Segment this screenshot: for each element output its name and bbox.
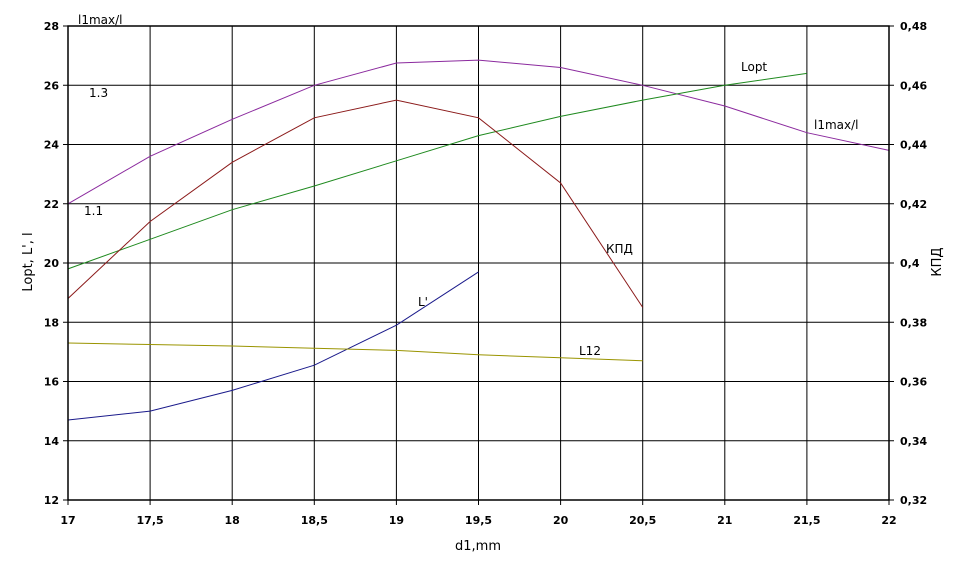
left-axis-marker-1-3: 1.3: [89, 86, 108, 100]
y-right-tick-label: 0,42: [900, 198, 927, 211]
x-tick-label: 19: [389, 514, 404, 527]
series-line-2: [67, 99, 644, 308]
series-label-kpd: КПД: [606, 242, 633, 256]
x-tick-label: 22: [881, 514, 896, 527]
top-left-label: l1max/l: [78, 13, 123, 27]
y-right-tick-label: 0,46: [900, 79, 927, 92]
x-tick-label: 18: [225, 514, 240, 527]
x-axis-title: d1,mm: [455, 539, 501, 554]
y-right-axis-title: КПД: [930, 247, 945, 276]
y-left-tick-label: 24: [44, 139, 60, 152]
x-tick-label: 21,5: [793, 514, 820, 527]
axes: 17 17,5 18 18,5 19 19,5 20 20,5 21 21,5 22 12 0,32 14…: [44, 20, 928, 527]
x-tick-label: 19,5: [465, 514, 492, 527]
y-right-tick-label: 0,48: [900, 20, 927, 33]
series-label-lopt: Lopt: [741, 60, 767, 74]
y-left-tick-label: 16: [44, 376, 60, 389]
y-left-tick-label: 20: [44, 257, 60, 270]
y-right-tick-label: 0,38: [900, 316, 927, 329]
x-tick-label: 18,5: [301, 514, 328, 527]
x-tick-label: 20: [553, 514, 569, 527]
y-right-tick-label: 0,44: [900, 139, 927, 152]
y-right-tick-label: 0,34: [900, 435, 927, 448]
plot-frame: [67, 25, 890, 501]
x-tick-label: 17: [60, 514, 75, 527]
labels: d1,mm Lopt, L', l КПД l1max/l 1.3 1.1 Lo…: [21, 13, 945, 554]
y-right-tick-label: 0,32: [900, 494, 927, 507]
y-left-tick-label: 12: [44, 494, 59, 507]
left-axis-marker-1-1: 1.1: [84, 204, 103, 218]
grid: [67, 25, 890, 501]
series-line-4: [67, 342, 643, 362]
y-right-tick-label: 0,4: [900, 257, 920, 270]
series-line-3: [67, 271, 479, 421]
series-line-0: [67, 59, 890, 205]
series-label-l1max: l1max/l: [814, 118, 859, 132]
y-right-tick-label: 0,36: [900, 376, 927, 389]
series-line-1: [67, 72, 807, 270]
y-left-tick-label: 28: [44, 20, 59, 33]
x-tick-label: 20,5: [629, 514, 656, 527]
y-left-tick-label: 14: [44, 435, 60, 448]
x-tick-label: 17,5: [137, 514, 164, 527]
y-left-tick-label: 26: [44, 79, 60, 92]
y-left-tick-label: 18: [44, 316, 59, 329]
y-left-axis-title: Lopt, L', l: [21, 232, 36, 291]
x-tick-label: 21: [717, 514, 732, 527]
y-left-tick-label: 22: [44, 198, 59, 211]
series-label-l12: L12: [579, 344, 601, 358]
series-layer: [67, 59, 890, 421]
series-label-l-prime: L': [418, 295, 428, 309]
